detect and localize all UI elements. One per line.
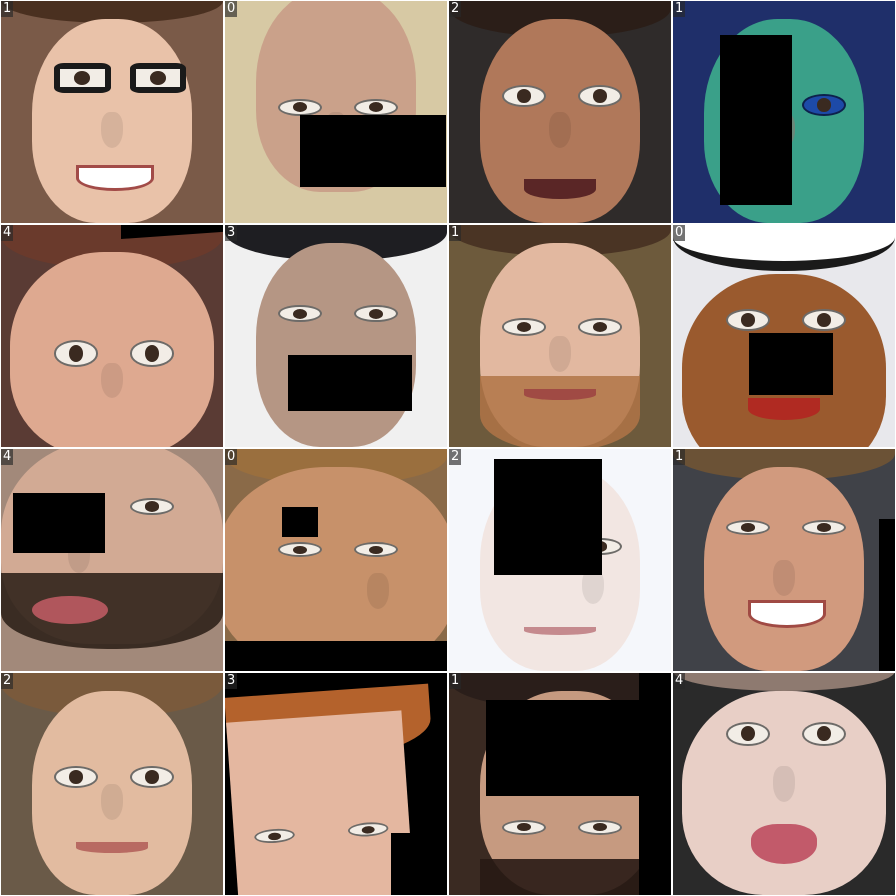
emotion-label: 3 <box>225 225 238 241</box>
face-photo <box>1 225 223 447</box>
emotion-label: 1 <box>449 225 462 241</box>
face-photo <box>225 1 447 223</box>
face-tile: 2 <box>449 449 671 671</box>
face-photo <box>1 449 223 671</box>
emotion-label: 2 <box>449 1 462 17</box>
occlusion-mask <box>13 493 105 553</box>
face-tile: 4 <box>673 673 895 895</box>
emotion-label: 1 <box>673 1 686 17</box>
face-photo <box>1 673 223 895</box>
emotion-label: 2 <box>449 449 462 465</box>
face-tile: 0 <box>225 1 447 223</box>
face-tile: 1 <box>673 449 895 671</box>
face-photo <box>1 1 223 223</box>
emotion-label: 3 <box>225 673 238 689</box>
rotation-padding <box>225 641 447 671</box>
emotion-label: 1 <box>673 449 686 465</box>
face-tile: 0 <box>225 449 447 671</box>
face-tile: 3 <box>225 673 447 895</box>
face-tile: 1 <box>1 1 223 223</box>
rotation-padding <box>879 519 895 671</box>
occlusion-mask <box>486 700 642 796</box>
emotion-label: 0 <box>225 449 238 465</box>
occlusion-mask <box>288 355 412 411</box>
occlusion-mask <box>282 507 318 537</box>
face-tile: 2 <box>449 1 671 223</box>
face-tile: 1 <box>449 225 671 447</box>
rotation-padding <box>639 673 671 895</box>
face-tile: 4 <box>1 225 223 447</box>
face-photo <box>449 1 671 223</box>
occlusion-mask <box>300 115 446 187</box>
face-tile: 1 <box>673 1 895 223</box>
occlusion-mask <box>720 35 792 205</box>
occlusion-mask <box>749 333 833 395</box>
emotion-label: 1 <box>449 673 462 689</box>
face-photo <box>673 449 895 671</box>
emotion-label: 0 <box>225 1 238 17</box>
emotion-label: 4 <box>1 225 14 241</box>
face-photo <box>225 225 447 447</box>
face-photo <box>225 449 447 671</box>
emotion-label: 0 <box>673 225 686 241</box>
emotion-label: 2 <box>1 673 14 689</box>
emotion-label: 4 <box>1 449 14 465</box>
emotion-label: 1 <box>1 1 14 17</box>
face-photo <box>673 673 895 895</box>
face-tile: 2 <box>1 673 223 895</box>
occlusion-mask <box>391 833 431 895</box>
occlusion-mask <box>494 459 602 575</box>
emotion-label: 4 <box>673 673 686 689</box>
face-photo <box>449 225 671 447</box>
face-tile: 3 <box>225 225 447 447</box>
face-tile: 1 <box>449 673 671 895</box>
face-tile: 4 <box>1 449 223 671</box>
face-tile: 0 <box>673 225 895 447</box>
